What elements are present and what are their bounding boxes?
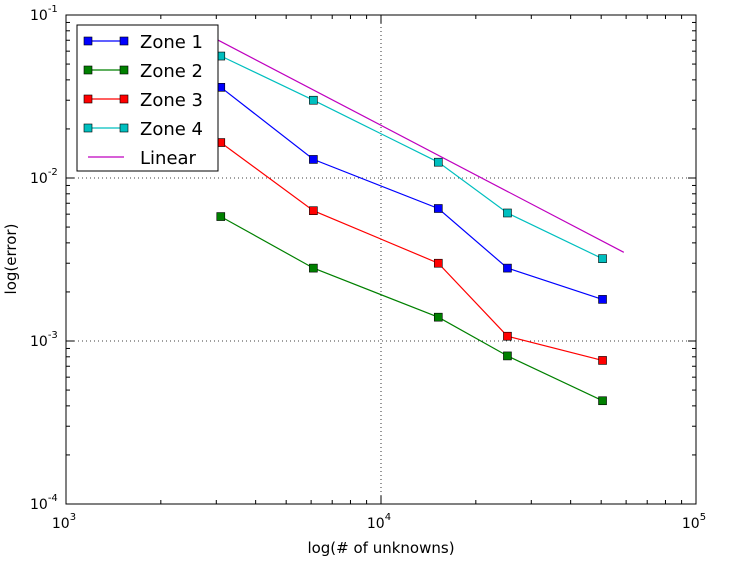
legend-label: Zone 4 bbox=[140, 119, 203, 140]
data-point-zone-4 bbox=[598, 254, 607, 263]
legend-label: Zone 1 bbox=[140, 32, 203, 53]
data-point-zone-2 bbox=[216, 212, 226, 221]
data-point-zone-4 bbox=[309, 95, 318, 105]
legend-marker bbox=[83, 36, 93, 46]
x-tick-label: 104 bbox=[367, 512, 391, 532]
y-axis-label: log(error) bbox=[2, 224, 20, 295]
legend-label: Zone 3 bbox=[140, 90, 203, 111]
y-tick-exponent: -4 bbox=[48, 493, 58, 504]
x-tick-label: 103 bbox=[52, 512, 76, 532]
series-linear bbox=[216, 38, 625, 253]
legend-marker bbox=[119, 65, 129, 75]
data-point-zone-1 bbox=[503, 263, 512, 273]
y-tick-base: 10 bbox=[30, 497, 48, 513]
y-tick-base: 10 bbox=[30, 334, 48, 350]
y-tick-label: 10-3 bbox=[30, 330, 58, 350]
y-tick-label: 10-1 bbox=[30, 4, 58, 24]
data-point-zone-3 bbox=[503, 331, 512, 341]
x-axis-label: log(# of unknowns) bbox=[307, 539, 454, 557]
legend-marker bbox=[83, 123, 93, 133]
series-layer bbox=[216, 38, 625, 406]
data-point-zone-4 bbox=[503, 208, 512, 218]
y-tick-exponent: -2 bbox=[48, 167, 58, 178]
x-tick-exponent: 3 bbox=[70, 512, 76, 523]
x-tick-base: 10 bbox=[367, 516, 385, 532]
legend: Zone 1 Zone 2 Zone 3 Zone 4 Linear bbox=[76, 24, 219, 172]
data-point-zone-4 bbox=[433, 157, 443, 167]
legend-label: Linear bbox=[140, 148, 197, 169]
legend-marker bbox=[83, 65, 93, 75]
legend-box bbox=[76, 24, 219, 172]
x-tick-base: 10 bbox=[682, 516, 700, 532]
y-tick-base: 10 bbox=[30, 171, 48, 187]
data-point-zone-3 bbox=[433, 258, 443, 268]
plot-frame bbox=[65, 14, 697, 505]
y-tick-label: 10-2 bbox=[30, 167, 58, 187]
data-point-zone-3 bbox=[598, 356, 607, 365]
series-zone-4 bbox=[216, 51, 607, 263]
data-point-zone-2 bbox=[309, 263, 318, 273]
legend-entry-linear: Linear bbox=[88, 148, 197, 169]
x-tick-label: 105 bbox=[682, 512, 706, 532]
legend-entry-zone-3: Zone 3 bbox=[83, 90, 203, 111]
series-zone-1 bbox=[216, 83, 607, 304]
data-point-zone-1 bbox=[309, 155, 318, 164]
legend-label: Zone 2 bbox=[140, 61, 203, 82]
data-point-zone-2 bbox=[598, 396, 607, 406]
y-tick-exponent: -1 bbox=[48, 4, 58, 15]
legend-marker bbox=[119, 36, 129, 46]
data-point-zone-1 bbox=[598, 295, 607, 304]
legend-marker bbox=[119, 94, 129, 104]
legend-marker bbox=[119, 123, 129, 133]
data-point-zone-1 bbox=[433, 204, 443, 213]
x-tick-base: 10 bbox=[52, 516, 70, 532]
y-tick-base: 10 bbox=[30, 8, 48, 24]
x-tick-exponent: 5 bbox=[700, 512, 706, 523]
legend-entry-zone-2: Zone 2 bbox=[83, 61, 203, 82]
legend-entry-zone-1: Zone 1 bbox=[83, 32, 203, 53]
series-zone-3 bbox=[216, 138, 607, 365]
legend-marker bbox=[83, 94, 93, 104]
grid-lines bbox=[66, 15, 696, 504]
data-point-zone-2 bbox=[503, 351, 512, 361]
series-zone-2 bbox=[216, 212, 607, 406]
y-tick-exponent: -3 bbox=[48, 330, 58, 341]
series-line-linear bbox=[216, 38, 625, 253]
legend-entry-zone-4: Zone 4 bbox=[83, 119, 203, 140]
x-tick-exponent: 4 bbox=[385, 512, 391, 523]
y-tick-label: 10-4 bbox=[30, 493, 58, 513]
data-point-zone-3 bbox=[309, 206, 318, 216]
data-point-zone-2 bbox=[433, 312, 443, 322]
